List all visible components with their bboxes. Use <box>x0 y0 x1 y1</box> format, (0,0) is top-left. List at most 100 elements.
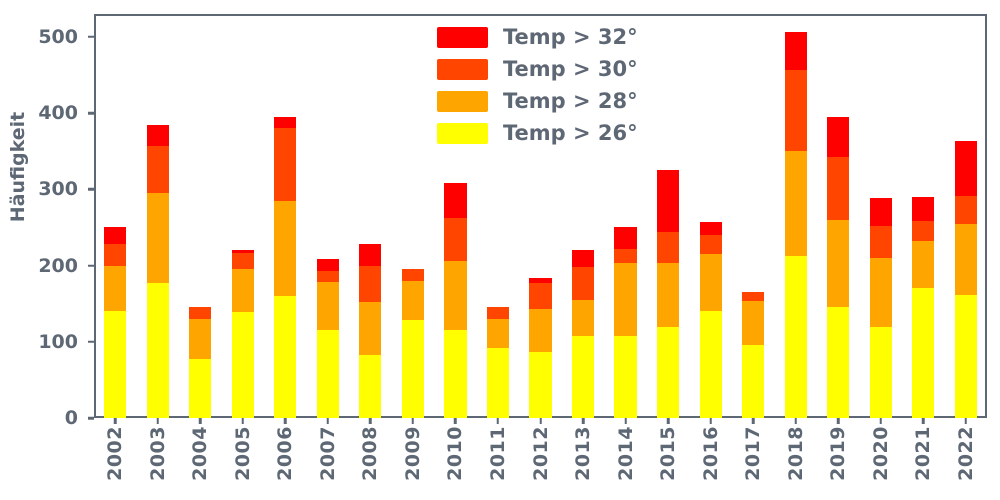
bar-segment <box>784 70 807 152</box>
x-axis-tick-label-wrap: 2020 <box>869 426 893 481</box>
x-axis-tick-label: 2011 <box>486 426 509 481</box>
x-axis-tick-label-wrap: 2007 <box>316 426 340 481</box>
bar-segment <box>571 335 595 418</box>
legend-item[interactable]: Temp > 26° <box>437 120 638 146</box>
bar-segment <box>912 221 935 242</box>
bar-stack <box>657 14 680 418</box>
bar-segment <box>614 227 637 249</box>
bar-segment <box>657 232 680 264</box>
bar-segment <box>486 347 510 418</box>
bar-stack <box>912 14 935 418</box>
x-axis-tick-label-wrap: 2019 <box>826 426 850 481</box>
bar-segment <box>104 265 127 311</box>
y-axis-tick-mark <box>88 416 94 420</box>
plot-area <box>94 14 987 418</box>
x-axis-tick-label: 2009 <box>401 426 424 481</box>
x-axis-tick-label: 2004 <box>189 426 212 481</box>
x-axis-tick-mark <box>794 418 797 424</box>
x-axis-tick-mark <box>581 418 585 424</box>
bar-stack <box>486 14 510 418</box>
bar-segment <box>529 283 552 309</box>
bar-segment <box>401 320 424 418</box>
y-axis-tick-label: 200 <box>38 254 78 277</box>
bar-segment <box>912 196 935 222</box>
x-axis-tick-label-wrap: 2013 <box>571 426 595 481</box>
bar-segment <box>359 302 382 356</box>
bar-segment <box>444 260 467 331</box>
bar-segment <box>104 310 127 418</box>
x-axis-tick-label-wrap: 2004 <box>188 426 212 481</box>
bar-segment <box>827 116 850 157</box>
x-axis-tick-label: 2016 <box>699 426 722 481</box>
x-axis-tick-mark <box>156 418 160 424</box>
x-axis-tick-mark <box>284 418 287 424</box>
legend-swatch-icon <box>437 26 488 48</box>
x-axis-tick-mark <box>666 418 670 424</box>
x-axis-tick-mark <box>539 418 542 424</box>
x-axis-tick-label-wrap: 2012 <box>529 426 553 481</box>
bar-segment <box>359 244 382 266</box>
bar-segment <box>784 151 807 256</box>
bar-segment <box>657 169 680 232</box>
legend-item[interactable]: Temp > 32° <box>437 24 638 50</box>
bar-stack <box>869 14 892 418</box>
bar-segment <box>401 280 424 321</box>
bar-segment <box>742 292 765 302</box>
bar-segment <box>316 282 339 331</box>
bar-segment <box>486 318 510 348</box>
bar-segment <box>274 200 297 297</box>
x-axis-tick-label: 2017 <box>742 426 765 481</box>
x-axis-tick-mark <box>964 418 967 424</box>
bar-segment <box>274 116 297 129</box>
y-axis-tick-mark <box>88 111 94 115</box>
bar-segment <box>784 32 807 71</box>
legend-swatch-icon <box>437 58 488 80</box>
bar-segment <box>869 326 892 418</box>
bar-segment <box>614 335 637 418</box>
bar-segment <box>316 270 339 283</box>
bar-stack <box>274 14 297 418</box>
legend-item[interactable]: Temp > 30° <box>437 56 638 82</box>
bar-segment <box>869 225 892 258</box>
y-axis-tick-label: 300 <box>38 178 78 201</box>
bar-segment <box>231 249 254 253</box>
bar-segment <box>571 250 595 268</box>
y-axis-tick-mark <box>88 188 94 191</box>
x-axis-tick-label: 2015 <box>657 426 680 481</box>
bar-segment <box>742 344 765 418</box>
x-axis-tick-label: 2007 <box>316 426 339 481</box>
y-axis-tick-mark <box>88 340 94 344</box>
x-axis-tick-mark <box>411 418 415 424</box>
bar-segment <box>231 312 254 418</box>
bar-segment <box>742 301 765 345</box>
bar-segment <box>614 263 637 336</box>
bar-segment <box>231 252 254 269</box>
legend-item[interactable]: Temp > 28° <box>437 88 638 114</box>
x-axis-tick-label: 2019 <box>827 426 850 481</box>
bar-segment <box>954 223 977 296</box>
bar-segment <box>869 198 892 226</box>
y-axis-tick-label: 0 <box>64 407 78 429</box>
x-axis-tick-label: 2021 <box>912 426 935 481</box>
bar-segment <box>189 318 212 359</box>
x-axis-tick-mark <box>836 418 840 424</box>
x-axis-tick-label: 2020 <box>869 426 892 481</box>
legend-label: Temp > 26° <box>503 121 638 145</box>
bar-stack <box>401 14 424 418</box>
bar-segment <box>529 308 552 353</box>
x-axis-tick-mark <box>624 418 627 424</box>
x-axis-tick-mark <box>241 418 245 424</box>
y-axis-tick-label: 100 <box>38 330 78 353</box>
bar-segment <box>657 263 680 327</box>
bar-segment <box>954 295 977 418</box>
x-axis-tick-mark <box>879 418 882 424</box>
bar-segment <box>954 196 977 224</box>
x-axis-tick-mark <box>326 418 330 424</box>
bar-segment <box>784 255 807 418</box>
bar-segment <box>146 124 169 146</box>
bar-segment <box>699 235 722 255</box>
x-axis-tick-label: 2022 <box>954 426 977 481</box>
x-axis-tick-mark <box>709 418 712 424</box>
bar-stack <box>189 14 212 418</box>
bar-segment <box>146 283 169 418</box>
